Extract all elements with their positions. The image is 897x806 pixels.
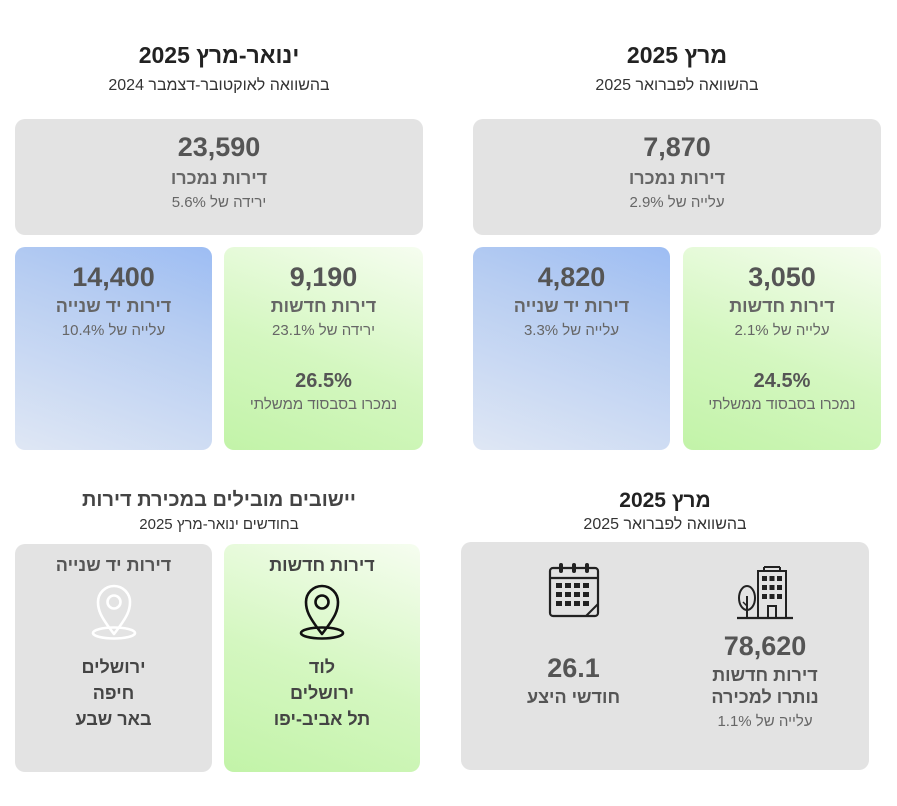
left-total-label: דירות נמכרו [170,168,268,188]
right-total-change: עלייה של 2.9% [629,194,725,211]
right-new-subsidy-label: נמכרו בסבסוד ממשלתי [708,396,856,413]
right-secondhand-label: דירות יד שנייה [513,296,630,316]
cities-new-item-2: ירושלים [289,683,355,703]
unsold-change: עלייה של 1.1% [717,713,813,730]
cities-secondhand-label: דירות יד שנייה [55,555,172,575]
inventory-card: 78,620 דירות חדשות נותרו למכירה עלייה של… [461,542,869,770]
location-pin-icon [15,582,212,640]
right-total-card: 7,870 דירות נמכרו עלייה של 2.9% [473,119,881,235]
right-new-label: דירות חדשות [729,296,835,316]
inventory-title: מרץ 2025 [619,489,711,512]
left-total-value: 23,590 [177,132,261,162]
right-panel-subtitle: בהשוואה לפברואר 2025 [595,77,759,94]
left-total-card: 23,590 דירות נמכרו ירידה של 5.6% [15,119,423,235]
right-panel-title: מרץ 2025 [626,42,728,68]
left-panel-subtitle: בהשוואה לאוקטובר-דצמבר 2024 [108,77,330,94]
cities-secondhand-card: דירות יד שנייה ירושלים חיפה באר שבע [15,544,212,772]
supply-block: 26.1 חודשי היצע [491,560,656,708]
cities-subtitle: בחודשים ינואר-מרץ 2025 [139,516,299,533]
cities-new-item-1: לוד [308,657,336,677]
left-new-label: דירות חדשות [270,296,377,316]
left-secondhand-change: עלייה של 10.4% [61,322,166,339]
supply-value: 26.1 [547,653,600,683]
left-new-value: 9,190 [289,262,358,292]
left-new-subsidy-label: נמכרו בסבסוד ממשלתי [249,396,398,413]
cities-secondhand-item-3: באר שבע [75,709,152,729]
right-new-subsidy-pct: 24.5% [753,370,811,392]
right-new-card: 3,050 דירות חדשות עלייה של 2.1% 24.5% נמ… [683,247,881,450]
cities-secondhand-item-2: חיפה [92,683,135,703]
right-secondhand-change: עלייה של 3.3% [523,322,620,339]
left-new-subsidy-pct: 26.5% [295,370,352,392]
left-panel-title: ינואר-מרץ 2025 [138,42,300,68]
cities-new-label: דירות חדשות [269,555,375,575]
unsold-label-line1: דירות חדשות [712,665,818,685]
calendar-icon [491,560,656,620]
left-new-card: 9,190 דירות חדשות ירידה של 23.1% 26.5% נ… [224,247,423,450]
left-secondhand-card: 14,400 דירות יד שנייה עלייה של 10.4% [15,247,212,450]
location-pin-icon [224,582,420,640]
right-total-value: 7,870 [643,132,711,162]
cities-new-item-3: תל אביב-יפו [273,709,371,729]
inventory-subtitle: בהשוואה לפברואר 2025 [583,516,747,533]
supply-label: חודשי היצע [526,687,621,707]
cities-new-card: דירות חדשות לוד ירושלים תל אביב-יפו [224,544,420,772]
cities-title: יישובים מובילים במכירת דירות [82,489,356,511]
unsold-block: 78,620 דירות חדשות נותרו למכירה עלייה של… [665,562,865,732]
unsold-value: 78,620 [723,631,807,661]
right-secondhand-card: 4,820 דירות יד שנייה עלייה של 3.3% [473,247,670,450]
right-total-label: דירות נמכרו [628,168,726,188]
cities-secondhand-item-1: ירושלים [81,657,146,677]
left-secondhand-label: דירות יד שנייה [55,296,172,316]
right-new-change: עלייה של 2.1% [734,322,830,339]
right-secondhand-value: 4,820 [537,262,606,292]
building-icon [665,562,865,624]
right-new-value: 3,050 [748,262,816,292]
left-new-change: ירידה של 23.1% [272,322,375,339]
left-total-change: ירידה של 5.6% [171,194,267,211]
left-secondhand-value: 14,400 [72,262,155,292]
unsold-label-line2: נותרו למכירה [711,687,819,707]
